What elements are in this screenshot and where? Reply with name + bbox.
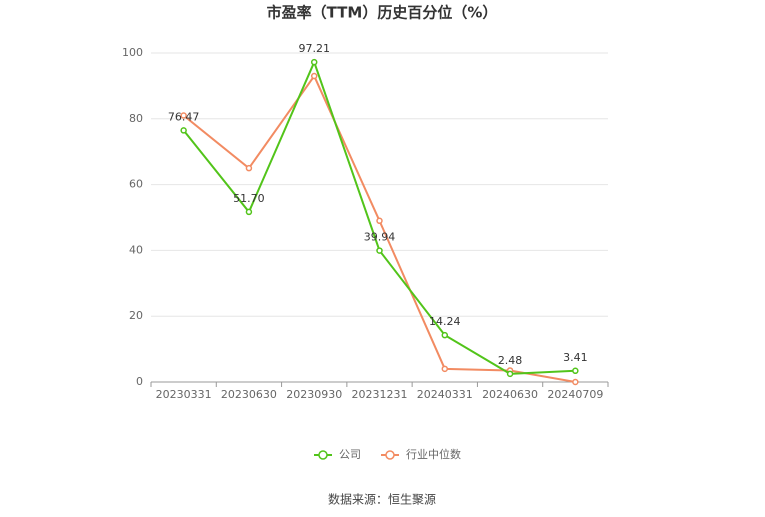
point-marker xyxy=(441,365,449,373)
y-tick-label: 100 xyxy=(122,46,143,59)
legend-marker[interactable] xyxy=(318,450,328,460)
data-label: 39.94 xyxy=(364,231,396,244)
x-tick-label: 20230930 xyxy=(286,388,342,401)
data-label: 76.47 xyxy=(168,110,200,123)
legend-label[interactable]: 行业中位数 xyxy=(406,447,461,461)
x-tick-label: 20240709 xyxy=(547,388,603,401)
point-marker xyxy=(180,112,187,119)
data-label: 3.41 xyxy=(563,351,588,364)
x-tick-label: 20230331 xyxy=(156,388,212,401)
y-tick-label: 80 xyxy=(129,112,143,125)
point-marker xyxy=(310,72,318,80)
y-tick-label: 40 xyxy=(129,243,143,256)
source-note: 数据来源：恒生聚源 xyxy=(328,492,436,507)
y-tick-label: 0 xyxy=(136,375,143,388)
data-label: 2.48 xyxy=(498,354,523,367)
data-label: 14.24 xyxy=(429,315,461,328)
point-marker xyxy=(572,367,579,375)
x-tick-label: 20231231 xyxy=(352,388,408,401)
legend-marker[interactable] xyxy=(385,450,395,460)
y-tick-label: 20 xyxy=(129,309,143,322)
data-label: 97.21 xyxy=(298,42,330,55)
y-tick-label: 60 xyxy=(129,178,143,191)
data-label: 51.70 xyxy=(233,192,265,205)
x-tick-label: 20240331 xyxy=(417,388,473,401)
point-marker xyxy=(376,217,383,225)
x-tick-label: 20230630 xyxy=(221,388,277,401)
point-marker xyxy=(180,127,187,134)
chart-title: 市盈率（TTM）历史百分位（%） xyxy=(267,4,498,22)
point-marker xyxy=(572,378,579,386)
point-marker xyxy=(441,331,449,339)
point-marker xyxy=(245,208,253,216)
legend-label[interactable]: 公司 xyxy=(339,448,361,461)
point-marker xyxy=(506,370,514,378)
x-tick-label: 20240630 xyxy=(482,388,538,401)
point-marker xyxy=(245,164,253,172)
point-marker xyxy=(376,247,383,254)
series-line xyxy=(183,74,576,383)
point-marker xyxy=(310,58,318,66)
